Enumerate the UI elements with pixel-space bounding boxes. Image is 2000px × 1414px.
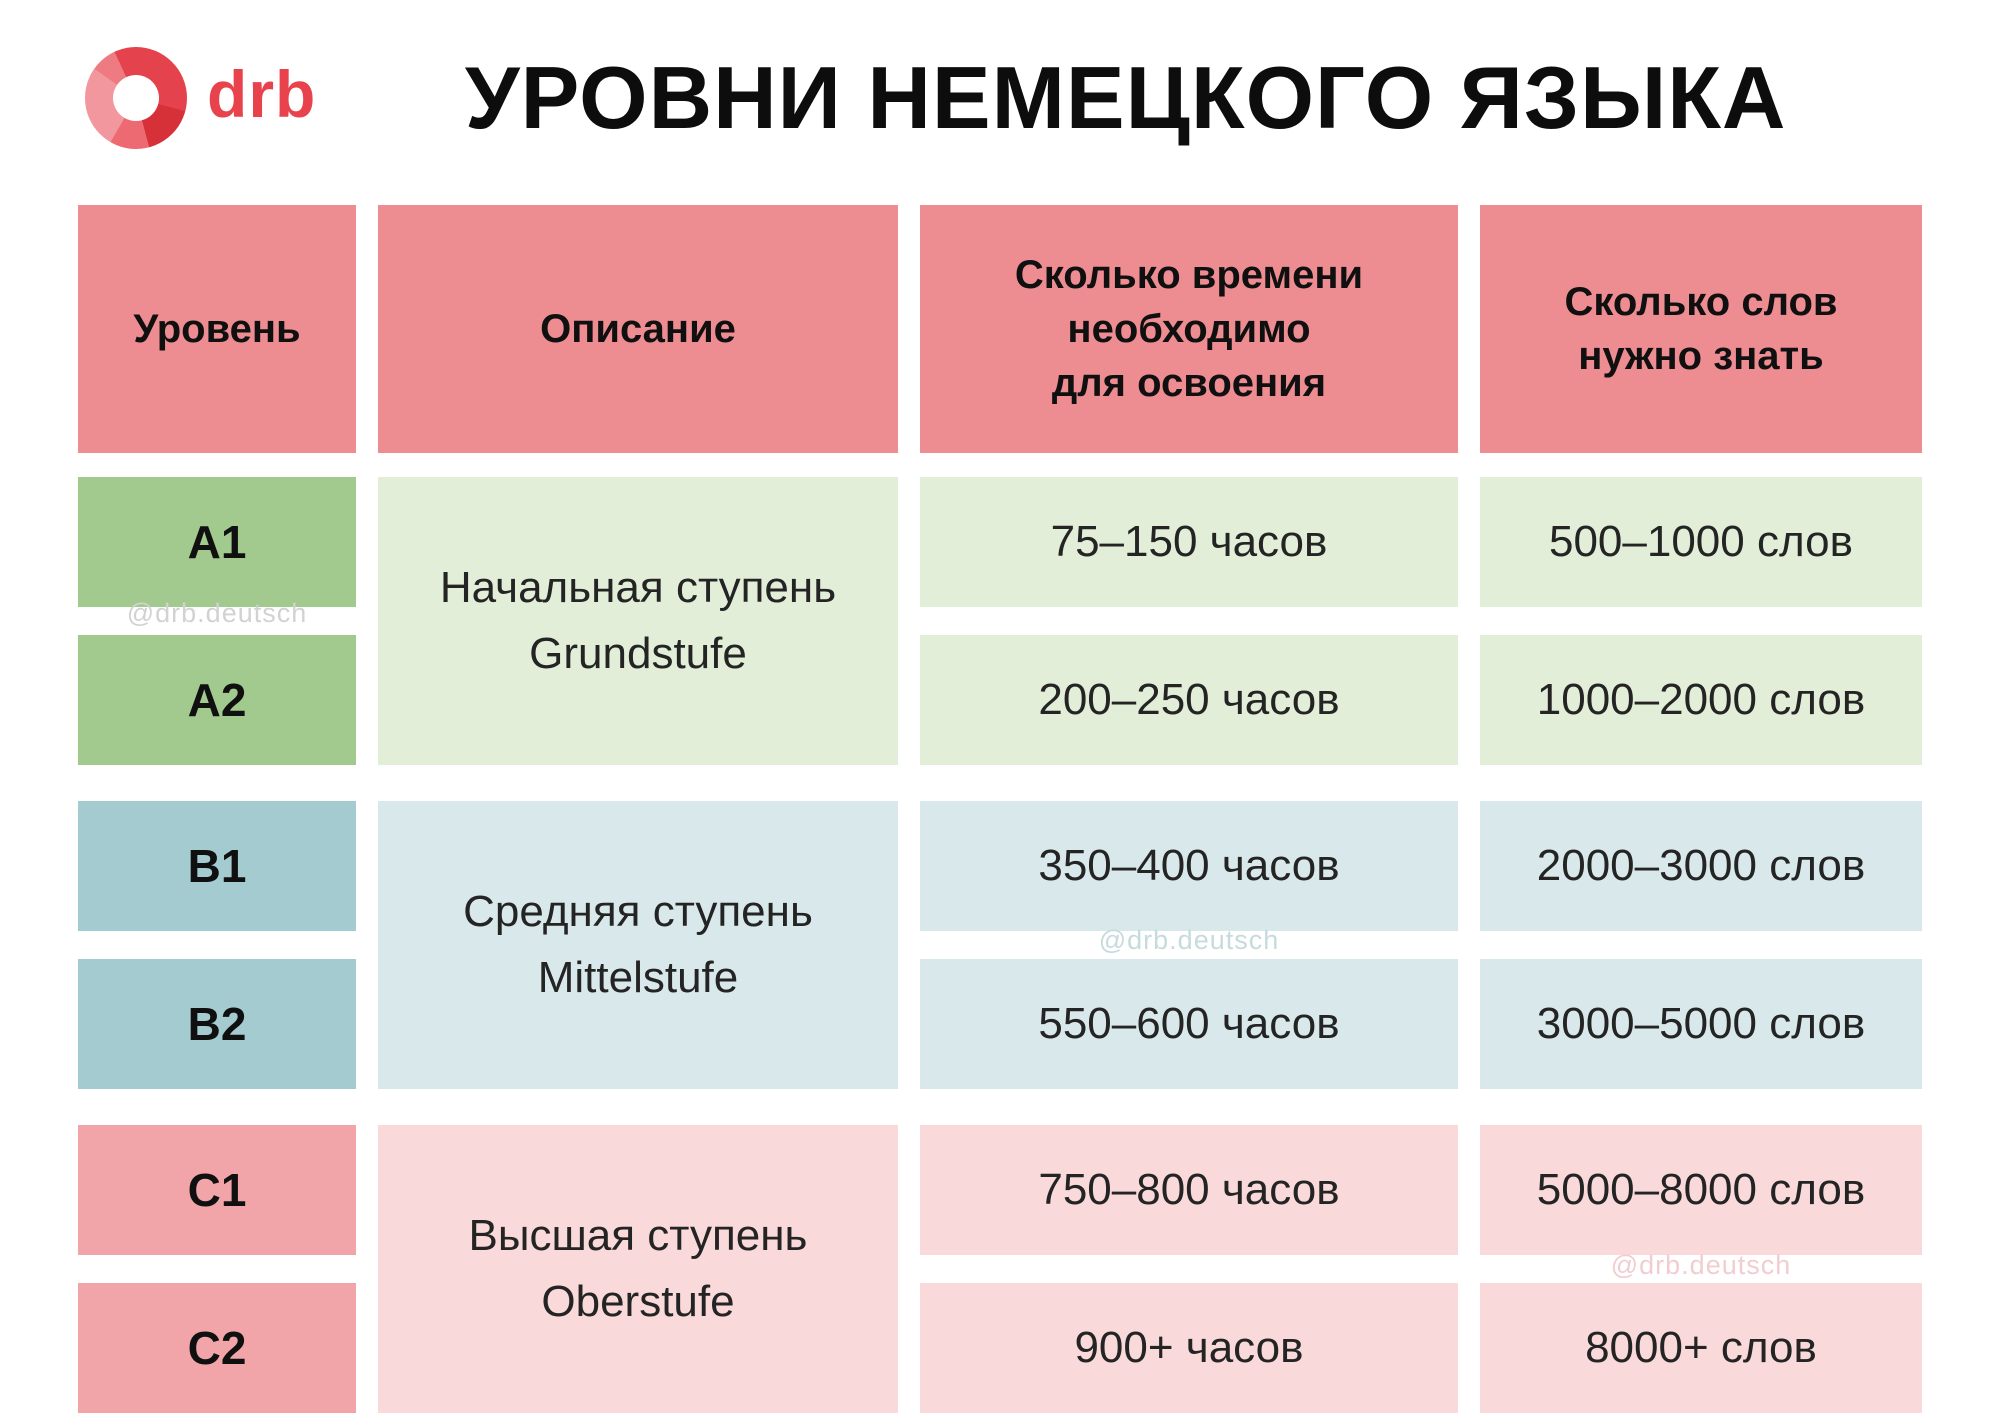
hours-cell-b1: 350–400 часов <box>920 801 1458 931</box>
hours-cell-c2: 900+ часов <box>920 1283 1458 1413</box>
watermark: @drb.deutsch <box>1610 1250 1792 1280</box>
description-group-c: Высшая ступень Oberstufe <box>378 1125 898 1413</box>
stage-name-de: Grundstufe <box>529 629 747 678</box>
stage-name-ru: Средняя ступень <box>463 887 813 936</box>
level-badge-a2: A2 <box>78 635 356 765</box>
hours-cell-a1: 75–150 часов <box>920 477 1458 607</box>
brand: drb <box>85 47 316 149</box>
watermark: @drb.deutsch <box>1098 925 1280 955</box>
column-header-words: Сколько слов нужно знать <box>1480 205 1922 453</box>
stage-name-de: Oberstufe <box>541 1277 735 1326</box>
words-cell-c2: 8000+ слов <box>1480 1283 1922 1413</box>
level-badge-b1: B1 <box>78 801 356 931</box>
stage-name-ru: Высшая ступень <box>468 1211 808 1260</box>
column-header-description: Описание <box>378 205 898 453</box>
levels-table: Уровень Описание Сколько времени необход… <box>78 205 1922 1413</box>
words-cell-b1: 2000–3000 слов <box>1480 801 1922 931</box>
hours-cell-b2: 550–600 часов <box>920 959 1458 1089</box>
stage-name-de: Mittelstufe <box>537 953 739 1002</box>
words-cell-b2: 3000–5000 слов <box>1480 959 1922 1089</box>
level-badge-a1: A1 <box>78 477 356 607</box>
description-group-b: Средняя ступень Mittelstufe <box>378 801 898 1089</box>
hours-cell-a2: 200–250 часов <box>920 635 1458 765</box>
page-header: drb УРОВНИ НЕМЕЦКОГО ЯЗЫКА <box>85 38 1905 158</box>
brand-name: drb <box>207 57 317 131</box>
page-title: УРОВНИ НЕМЕЦКОГО ЯЗЫКА <box>464 48 1787 147</box>
description-group-a: Начальная ступень Grundstufe <box>378 477 898 765</box>
hours-cell-c1: 750–800 часов <box>920 1125 1458 1255</box>
words-cell-a1: 500–1000 слов <box>1480 477 1922 607</box>
column-header-level: Уровень <box>78 205 356 453</box>
drb-logo-icon <box>85 47 187 149</box>
level-badge-c2: C2 <box>78 1283 356 1413</box>
level-badge-b2: B2 <box>78 959 356 1089</box>
stage-name-ru: Начальная ступень <box>439 563 837 612</box>
column-header-hours: Сколько времени необходимо для освоения <box>920 205 1458 453</box>
level-badge-c1: C1 <box>78 1125 356 1255</box>
words-cell-c1: 5000–8000 слов <box>1480 1125 1922 1255</box>
watermark: @drb.deutsch <box>126 598 308 628</box>
words-cell-a2: 1000–2000 слов <box>1480 635 1922 765</box>
